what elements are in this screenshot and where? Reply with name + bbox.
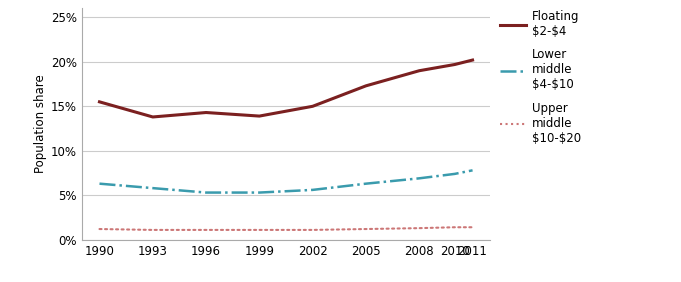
Y-axis label: Population share: Population share bbox=[33, 75, 47, 173]
Legend: Floating
\$2-\$4, Lower
middle
\$4-\$10, Upper
middle
\$10-\$20: Floating \$2-\$4, Lower middle \$4-\$10,… bbox=[501, 10, 582, 145]
